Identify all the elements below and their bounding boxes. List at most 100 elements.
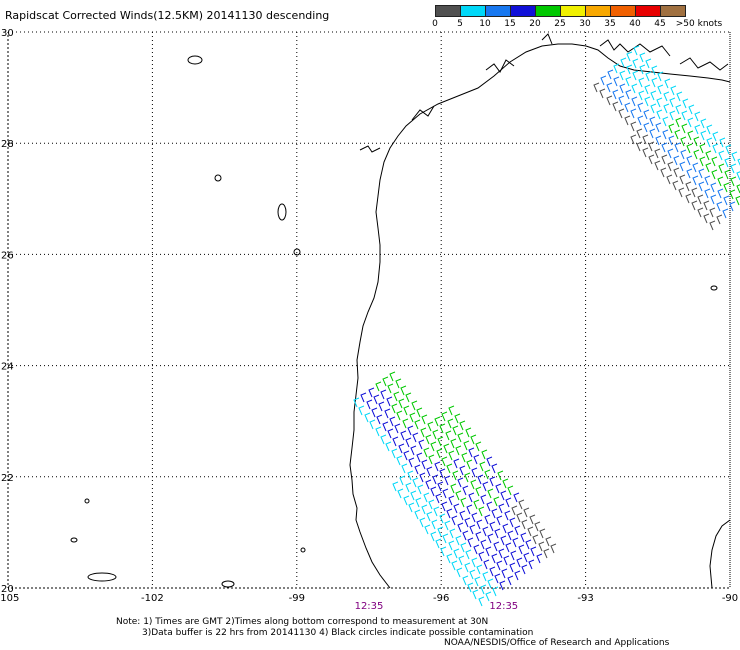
wind-barb — [465, 549, 472, 560]
legend-tick-label: 10 — [479, 19, 491, 29]
wind-barb — [464, 517, 471, 528]
wind-barb — [480, 539, 487, 550]
wind-barb — [631, 96, 638, 107]
wind-barb — [691, 200, 698, 211]
wind-barb — [513, 492, 520, 503]
wind-barb — [454, 413, 461, 424]
wind-barb — [455, 535, 462, 546]
wind-barb — [478, 551, 485, 562]
wind-barb — [730, 176, 737, 187]
wind-barb — [485, 546, 492, 557]
wind-barb — [509, 562, 516, 573]
wind-barb — [679, 161, 686, 172]
wind-barb — [497, 470, 504, 481]
wind-barb — [680, 149, 687, 160]
wind-barb — [412, 477, 419, 488]
wind-barb — [453, 548, 460, 559]
wind-barb — [450, 438, 457, 449]
wind-barb — [491, 508, 498, 519]
wind-barb — [441, 456, 448, 467]
wind-barb — [428, 454, 435, 465]
wind-barb — [414, 419, 421, 430]
wind-barb — [636, 128, 643, 139]
wind-barb — [678, 187, 685, 198]
wind-barb — [394, 423, 401, 434]
wind-barb — [626, 51, 633, 62]
wind-barb — [457, 477, 464, 488]
wind-barb — [632, 70, 639, 81]
wind-barb — [373, 394, 380, 405]
wind-barb — [662, 116, 669, 127]
wind-barb — [619, 70, 626, 81]
wind-barb — [439, 423, 446, 434]
wind-barb — [457, 432, 464, 443]
wind-barb — [464, 562, 471, 573]
wind-barb — [686, 168, 693, 179]
wind-barb — [446, 508, 453, 519]
wind-barb — [375, 426, 382, 437]
wind-barb — [654, 160, 661, 171]
wind-barb — [418, 439, 425, 450]
wind-barb — [415, 497, 422, 508]
wind-barb — [500, 490, 507, 501]
legend-tick-label: 15 — [504, 19, 516, 29]
wind-barb — [426, 466, 433, 477]
wind-barb — [655, 122, 662, 133]
wind-barb — [403, 405, 410, 416]
legend-swatch — [510, 5, 536, 17]
axis-tick-labels: -105 -102 -99 -96 -93 -90 20 22 24 26 28 30 — [0, 28, 738, 604]
wind-barb — [474, 576, 481, 587]
x-tick-label: -96 — [433, 593, 449, 604]
wind-barb — [676, 91, 683, 102]
wind-barb — [468, 447, 475, 458]
x-tick-label: -93 — [577, 593, 593, 604]
wind-barb — [489, 521, 496, 532]
wind-barb — [518, 499, 525, 510]
wind-barb — [637, 102, 644, 113]
wind-barb — [395, 378, 402, 389]
wind-barb — [405, 482, 412, 493]
wind-barb — [633, 45, 640, 56]
wind-barb — [480, 584, 487, 595]
wind-barb — [473, 454, 480, 465]
wind-barb — [729, 189, 736, 200]
wind-barb — [511, 505, 518, 516]
wind-barb — [459, 420, 466, 431]
wind-barb — [423, 492, 430, 503]
wind-barb — [536, 553, 543, 564]
coastline-detail — [359, 145, 381, 153]
wind-barb — [666, 174, 673, 185]
wind-barb — [730, 163, 737, 174]
wind-barb — [712, 131, 719, 142]
wind-barb — [719, 137, 726, 148]
legend-tick-label: 45 — [654, 19, 666, 29]
wind-barb — [491, 463, 498, 474]
wind-barb — [530, 546, 537, 557]
wind-barb — [502, 523, 509, 534]
wind-barb — [466, 504, 473, 515]
wind-barb — [482, 526, 489, 537]
wind-barb — [736, 184, 740, 194]
wind-barb — [618, 95, 625, 106]
wind-barb — [442, 488, 449, 499]
wind-barb — [600, 75, 607, 86]
island-outline — [221, 580, 235, 588]
wind-barb — [449, 528, 456, 539]
wind-barb — [430, 531, 437, 542]
island-outline — [293, 248, 301, 256]
wind-barb — [693, 136, 700, 147]
wind-barb — [509, 517, 516, 528]
wind-barb — [705, 162, 712, 173]
wind-barb — [453, 503, 460, 514]
wind-barb — [620, 57, 627, 68]
coastline-detail — [411, 105, 435, 121]
wind-barb — [466, 459, 473, 470]
wind-barb — [475, 486, 482, 497]
wind-barb — [704, 188, 711, 199]
islands — [70, 55, 718, 588]
wind-barb — [693, 149, 700, 160]
wind-barb — [661, 154, 668, 165]
wind-barb — [642, 134, 649, 145]
wind-barb — [673, 167, 680, 178]
wind-barb — [674, 142, 681, 153]
